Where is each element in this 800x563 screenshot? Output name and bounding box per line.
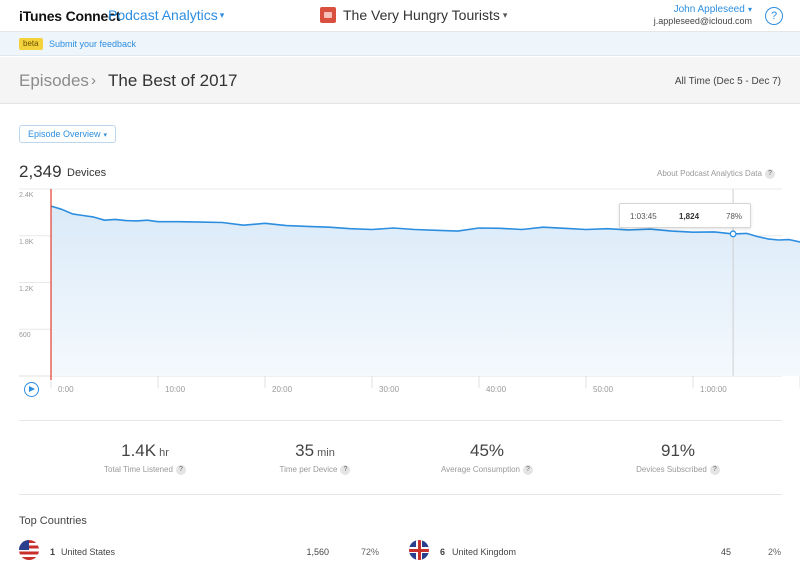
page-title: The Best of 2017: [108, 71, 238, 90]
y-tick-label: 2.4K: [19, 192, 34, 199]
stat-total-time: 1.4K hr Total Time Listened?: [60, 441, 230, 475]
stat-label: Total Time Listened: [104, 465, 173, 474]
y-tick-label: 1.2K: [19, 285, 34, 293]
help-icon[interactable]: ?: [709, 465, 720, 475]
breadcrumb-episodes-link[interactable]: Episodes: [19, 71, 89, 90]
country-name: United Kingdom: [452, 547, 517, 557]
country-rank: 6: [440, 547, 446, 557]
stat-average-consumption: 45% Average Consumption?: [402, 441, 572, 475]
divider: [19, 494, 782, 495]
us-flag-icon: [19, 540, 39, 560]
country-devices: 1,560: [306, 547, 329, 557]
stat-unit: hr: [159, 447, 169, 459]
tooltip-percent: 78%: [726, 212, 743, 221]
stat-value: 91%: [660, 441, 696, 460]
country-devices: 45: [720, 547, 731, 557]
tooltip-time: 1:03:45: [630, 212, 657, 221]
user-name: John Appleseed: [673, 4, 745, 15]
podcast-title: The Very Hungry Tourists: [343, 7, 500, 23]
chevron-down-icon: ▾: [745, 5, 752, 14]
feedback-link[interactable]: Submit your feedback: [49, 39, 137, 49]
chevron-down-icon: ▾: [219, 10, 225, 20]
x-tick-label: 0:00: [58, 385, 74, 394]
app-switcher-label: Podcast Analytics: [108, 7, 218, 23]
stat-value: 1.4K: [121, 441, 157, 460]
chevron-down-icon: ▾: [502, 9, 508, 20]
stat-label: Time per Device: [279, 465, 338, 474]
help-icon[interactable]: ?: [175, 465, 186, 475]
beta-banner: beta Submit your feedback: [0, 32, 800, 56]
stat-label: Average Consumption: [440, 465, 520, 474]
chart-tooltip: 1:03:45 1,824 78%: [619, 203, 751, 228]
y-tick-label: 1.8K: [19, 238, 34, 246]
play-icon[interactable]: [24, 382, 39, 397]
stat-label: Devices Subscribed: [636, 465, 707, 474]
podcast-artwork: [320, 7, 336, 23]
breadcrumb: Episodes › The Best of 2017 All Time (De…: [0, 57, 800, 104]
stat-time-per-device: 35 min Time per Device?: [230, 441, 400, 475]
help-icon[interactable]: ?: [765, 7, 783, 25]
about-data-link[interactable]: About Podcast Analytics Data?: [657, 169, 775, 179]
help-icon[interactable]: ?: [340, 465, 351, 475]
view-selector-label: Episode Overview: [28, 129, 101, 139]
stat-value: 45%: [469, 441, 505, 460]
x-tick-label: 20:00: [272, 385, 293, 394]
hover-point: [729, 230, 737, 238]
x-tick-label: 40:00: [486, 385, 507, 394]
country-row[interactable]: 1 United States 1,560 72%: [19, 540, 389, 562]
uk-flag-icon: [409, 540, 429, 560]
devices-count: 2,349: [19, 162, 62, 181]
podcast-picker[interactable]: The Very Hungry Tourists ▾: [320, 7, 507, 23]
country-percent: 2%: [767, 547, 781, 557]
user-menu[interactable]: John Appleseed ▾ j.appleseed@icloud.com: [640, 4, 752, 26]
app-switcher[interactable]: Podcast Analytics ▾: [108, 7, 224, 23]
stat-devices-subscribed: 91% Devices Subscribed?: [593, 441, 763, 475]
about-data-label: About Podcast Analytics Data: [657, 169, 762, 178]
devices-label: Devices: [67, 167, 107, 179]
tooltip-value: 1,824: [679, 212, 700, 221]
top-bar: iTunes Connect Podcast Analytics ▾ The Ve…: [0, 0, 800, 32]
chart-canvas[interactable]: [0, 186, 800, 406]
country-name: United States: [61, 547, 116, 557]
divider: [19, 420, 782, 421]
date-range-picker[interactable]: All Time (Dec 5 - Dec 7): [674, 76, 781, 87]
brand-logo[interactable]: iTunes Connect: [19, 8, 121, 24]
beta-badge: beta: [19, 38, 43, 50]
stat-value: 35: [295, 441, 315, 460]
stat-unit: min: [317, 447, 335, 459]
country-row[interactable]: 6 United Kingdom 45 2%: [409, 540, 784, 562]
chevron-right-icon: ›: [91, 72, 96, 89]
devices-chart: 2.4K 1.8K 1.2K 600 0:00 10:00 20:00 30:00 40:00…: [0, 186, 800, 406]
view-selector-dropdown[interactable]: Episode Overview ▾: [19, 125, 117, 143]
series-line: [50, 205, 800, 243]
x-tick-label: 30:00: [379, 385, 400, 394]
chevron-down-icon: ▾: [103, 132, 108, 139]
help-icon[interactable]: ?: [523, 465, 533, 475]
chart-area: [51, 206, 800, 376]
x-tick-label: 1:00:00: [700, 385, 727, 394]
country-rank: 1: [50, 547, 56, 557]
country-percent: 72%: [360, 547, 379, 557]
x-tick-label: 10:00: [165, 385, 186, 394]
y-tick-label: 600: [19, 332, 31, 340]
user-email: j.appleseed@icloud.com: [653, 16, 752, 26]
x-tick-label: 50:00: [593, 385, 614, 394]
help-icon[interactable]: ?: [764, 169, 775, 179]
top-countries-title: Top Countries: [19, 515, 87, 527]
